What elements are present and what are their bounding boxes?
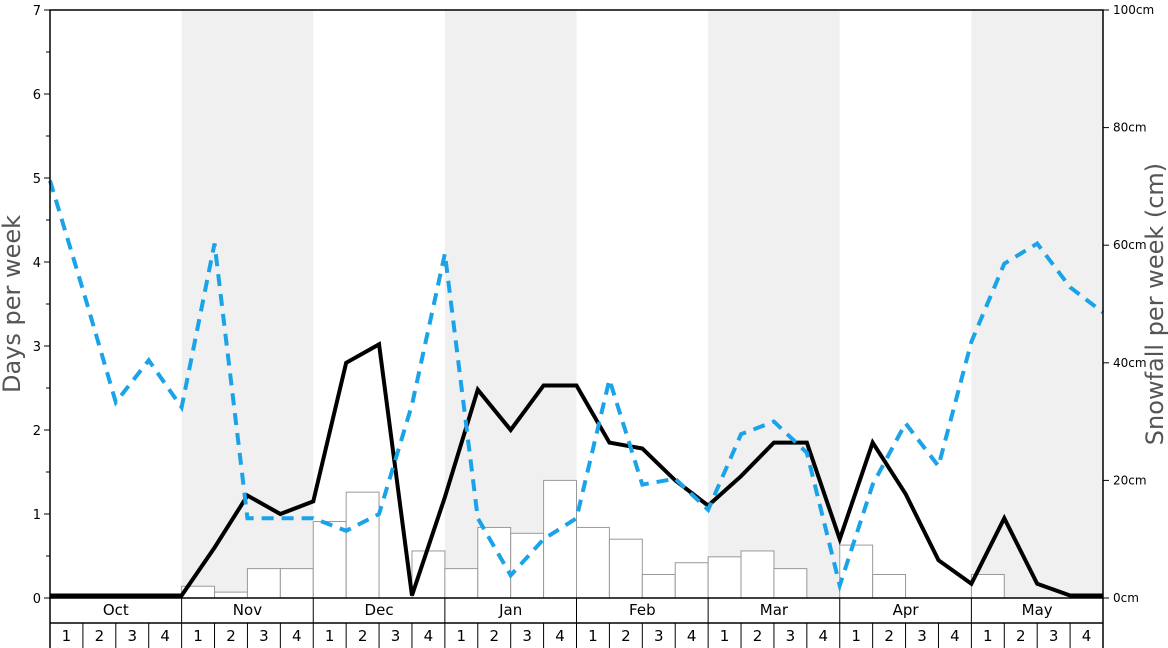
week-label: 4 xyxy=(424,627,434,645)
right-tick-label: 20cm xyxy=(1113,473,1147,487)
month-label-apr: Apr xyxy=(893,601,920,619)
snowfall-bar xyxy=(214,591,248,599)
week-label: 3 xyxy=(1049,627,1059,645)
snowfall-bar xyxy=(543,479,577,599)
right-tick-label: 40cm xyxy=(1113,356,1147,370)
week-label: 4 xyxy=(1082,627,1092,645)
week-label: 4 xyxy=(555,627,565,645)
week-label: 3 xyxy=(259,627,269,645)
solid-series-line xyxy=(50,341,1103,598)
right-tick-label: 100cm xyxy=(1113,3,1154,17)
month-label-oct: Oct xyxy=(103,601,129,619)
left-tick-label: 4 xyxy=(33,256,41,271)
week-label: 2 xyxy=(95,627,105,645)
left-tick-label: 5 xyxy=(33,172,41,187)
left-tick-label: 6 xyxy=(33,88,41,103)
snowfall-bar xyxy=(707,556,742,599)
month-label-nov: Nov xyxy=(233,601,262,619)
week-label: 1 xyxy=(62,627,72,645)
week-label: 2 xyxy=(358,627,368,645)
left-tick-label: 2 xyxy=(33,424,41,439)
left-tick-label: 7 xyxy=(33,4,41,19)
snowfall-bar xyxy=(477,526,512,599)
snowfall-bar xyxy=(740,550,775,599)
month-label-jan: Jan xyxy=(498,601,522,619)
week-label: 3 xyxy=(786,627,796,645)
series-lines xyxy=(48,179,1105,598)
snowfall-bar xyxy=(641,573,676,599)
snowfall-bar xyxy=(576,526,610,599)
week-label: 3 xyxy=(917,627,927,645)
week-label: 4 xyxy=(160,627,170,645)
snowfall-bar xyxy=(839,544,874,599)
week-label: 2 xyxy=(884,627,894,645)
week-label: 4 xyxy=(950,627,960,645)
month-label-may: May xyxy=(1022,601,1053,619)
week-label: 1 xyxy=(983,627,993,645)
month-label-feb: Feb xyxy=(629,601,656,619)
week-label: 2 xyxy=(1016,627,1026,645)
week-label: 4 xyxy=(819,627,829,645)
week-label: 1 xyxy=(457,627,467,645)
week-label: 1 xyxy=(588,627,598,645)
snowfall-bar xyxy=(608,538,643,599)
dashed-series-line xyxy=(48,179,1105,593)
left-tick-label: 0 xyxy=(33,592,41,607)
snowfall-bar xyxy=(674,562,709,599)
right-tick-label: 80cm xyxy=(1113,121,1147,135)
week-label: 3 xyxy=(391,627,401,645)
month-label-mar: Mar xyxy=(760,601,789,619)
week-label: 4 xyxy=(292,627,302,645)
right-tick-label: 0cm xyxy=(1113,591,1139,605)
left-axis: 0 1 2 3 4 5 6 7 xyxy=(33,4,50,607)
left-tick-label: 1 xyxy=(33,508,41,523)
week-label: 2 xyxy=(753,627,763,645)
week-label: 2 xyxy=(489,627,499,645)
snowfall-bar xyxy=(312,521,347,599)
week-label: 1 xyxy=(193,627,203,645)
left-tick-label: 3 xyxy=(33,340,41,355)
month-band-mar xyxy=(708,10,840,598)
week-label: 2 xyxy=(226,627,236,645)
month-label-dec: Dec xyxy=(365,601,394,619)
week-label: 2 xyxy=(621,627,631,645)
week-label: 3 xyxy=(654,627,664,645)
month-band-may xyxy=(971,10,1103,598)
right-axis-title: Snowfall per week (cm) xyxy=(1141,163,1168,445)
week-label: 3 xyxy=(522,627,532,645)
snowfall-bar xyxy=(444,568,479,599)
snowfall-bar xyxy=(279,568,314,599)
snowfall-bar xyxy=(345,491,380,599)
month-bands xyxy=(181,10,1103,598)
right-axis: 0cm 20cm 40cm 60cm 80cm 100cm xyxy=(1103,3,1154,605)
week-label: 1 xyxy=(851,627,861,645)
snowfall-bar xyxy=(773,568,808,599)
week-label: 1 xyxy=(325,627,335,645)
left-axis-title: Days per week xyxy=(0,215,26,393)
snowfall-bar xyxy=(872,573,907,599)
snowfall-bar xyxy=(246,568,281,599)
week-label: 3 xyxy=(127,627,137,645)
right-tick-label: 60cm xyxy=(1113,238,1147,252)
week-label: 1 xyxy=(720,627,730,645)
x-axis: Oct 1 2 3 4 Nov 1 2 3 4 Dec 1 2 3 4 Jan 1 2 3 4 Feb 1 2 3 4 Mar 1 2… xyxy=(49,598,1104,648)
week-label: 4 xyxy=(687,627,697,645)
